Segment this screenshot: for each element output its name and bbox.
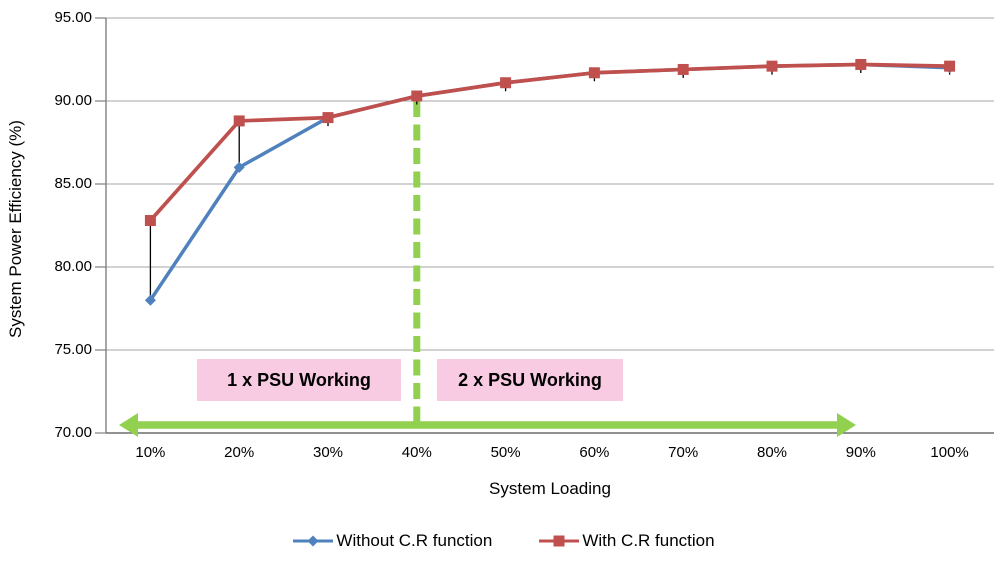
x-tick-label: 90% (845, 444, 876, 461)
y-tick-label: 75.00 (54, 341, 92, 358)
x-tick-label: 70% (668, 444, 699, 461)
legend-marker-square-icon (539, 535, 580, 547)
y-tick-label: 95.00 (54, 9, 92, 26)
y-tick-label: 85.00 (54, 175, 92, 192)
x-tick-label: 50% (490, 444, 521, 461)
x-tick-label: 40% (401, 444, 432, 461)
legend-label-without-cr: Without C.R function (336, 531, 493, 550)
x-tick-label: 30% (312, 444, 344, 461)
x-tick-label: 80% (756, 444, 788, 461)
y-tick-label: 90.00 (54, 92, 92, 109)
x-tick-label: 60% (579, 444, 610, 461)
legend: Without C.R function With C.R function (0, 526, 1007, 556)
region-label-1x-psu: 1 x PSU Working (197, 359, 401, 401)
x-tick-label: 100% (930, 444, 969, 461)
legend-item-without-cr: Without C.R function (292, 531, 492, 551)
y-axis-title-wrap: System Power Efficiency (%) (6, 64, 32, 394)
y-tick-label: 80.00 (54, 258, 92, 275)
x-tick-label: 20% (224, 444, 255, 461)
legend-marker-diamond-icon (293, 535, 334, 547)
region-label-2x-psu: 2 x PSU Working (437, 359, 623, 401)
legend-label-with-cr: With C.R function (582, 531, 715, 550)
y-axis-title: System Power Efficiency (%) (6, 120, 25, 338)
x-axis-title: System Loading (489, 479, 611, 498)
legend-item-with-cr: With C.R function (538, 531, 715, 551)
x-tick-label: 10% (135, 444, 166, 461)
y-tick-label: 70.00 (54, 424, 92, 441)
